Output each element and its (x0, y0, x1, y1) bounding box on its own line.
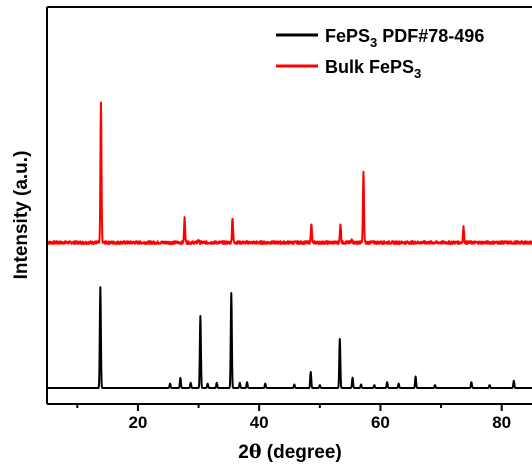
x-tick-label: 60 (371, 413, 390, 432)
x-axis-title: 2θ (degree) (238, 441, 342, 463)
series-line-2 (46, 101, 532, 245)
plot-area: 20 40 60 80 (46, 6, 532, 432)
legend-label-2: Bulk FePS3 (325, 57, 421, 81)
series-layer (46, 101, 532, 389)
legend-entry-2: Bulk FePS3 (276, 57, 421, 81)
x-tick-layer: 20 40 60 80 (76, 404, 511, 432)
legend: FePS3 PDF#78-496 Bulk FePS3 (276, 26, 484, 81)
x-tick-label: 20 (128, 413, 147, 432)
legend-entry-1: FePS3 PDF#78-496 (276, 26, 484, 50)
series-line-1 (46, 286, 532, 389)
x-tick-label: 40 (250, 413, 269, 432)
x-tick-label: 80 (492, 413, 511, 432)
y-axis-title: Intensity (a.u.) (11, 151, 32, 280)
legend-label-1: FePS3 PDF#78-496 (325, 26, 484, 50)
